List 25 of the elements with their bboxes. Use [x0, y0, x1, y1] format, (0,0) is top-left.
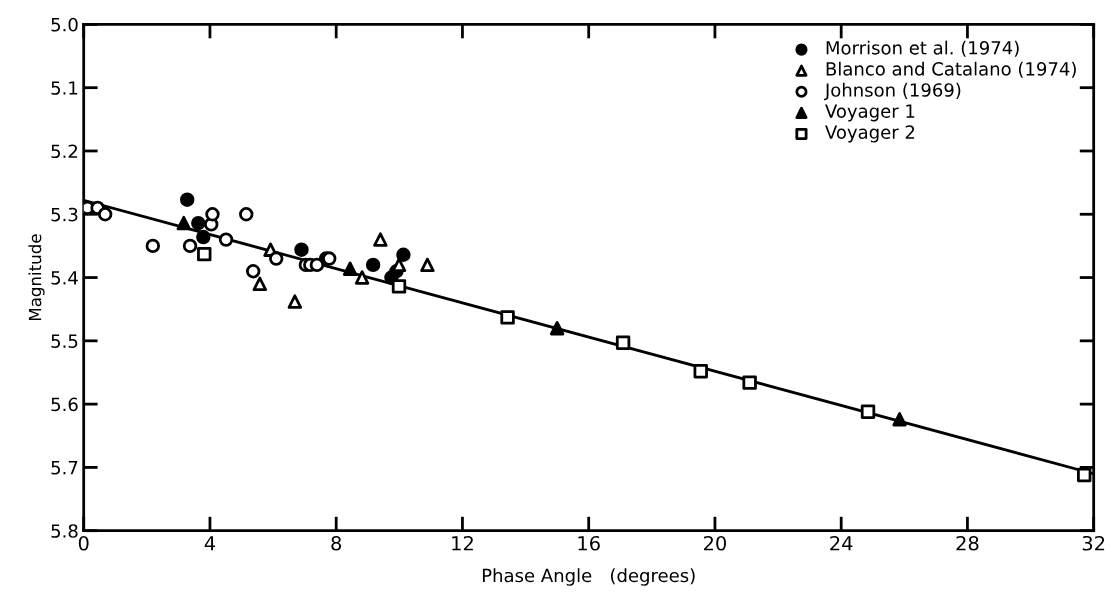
x-tick-label: 4 [204, 536, 216, 551]
y-tick-label: 5.7 [51, 461, 78, 475]
x-axis-title: Phase Angle (degrees) [482, 568, 695, 586]
y-tick-label: 5.6 [51, 397, 78, 412]
x-tick-label: 24 [830, 535, 853, 551]
y-tick-label: 5.0 [51, 17, 78, 32]
x-tick-label: 20 [703, 535, 727, 551]
x-tick-label: 32 [1082, 535, 1105, 551]
y-tick-label: 5.5 [51, 334, 78, 348]
y-axis-title: Magnitude [28, 234, 45, 321]
y-tick-label: 5.1 [51, 81, 78, 95]
legend-label: Morrison et al. (1974) [826, 40, 1019, 57]
y-tick-label: 5.8 [51, 524, 78, 538]
x-tick-label: 0 [78, 535, 89, 551]
y-tick-label: 5.2 [51, 144, 78, 159]
legend-label: Blanco and Catalano (1974) [826, 61, 1076, 78]
x-tick-label: 16 [578, 535, 600, 551]
x-tick-label: 12 [452, 535, 473, 551]
y-tick-label: 5.4 [51, 271, 78, 285]
y-tick-label: 5.3 [51, 207, 78, 222]
x-tick-label: 28 [956, 535, 979, 551]
legend-label: Voyager 2 [825, 125, 915, 143]
legend-label: Johnson (1969) [824, 82, 961, 101]
legend-label: Voyager 1 [825, 104, 915, 122]
x-tick-label: 8 [331, 535, 342, 551]
